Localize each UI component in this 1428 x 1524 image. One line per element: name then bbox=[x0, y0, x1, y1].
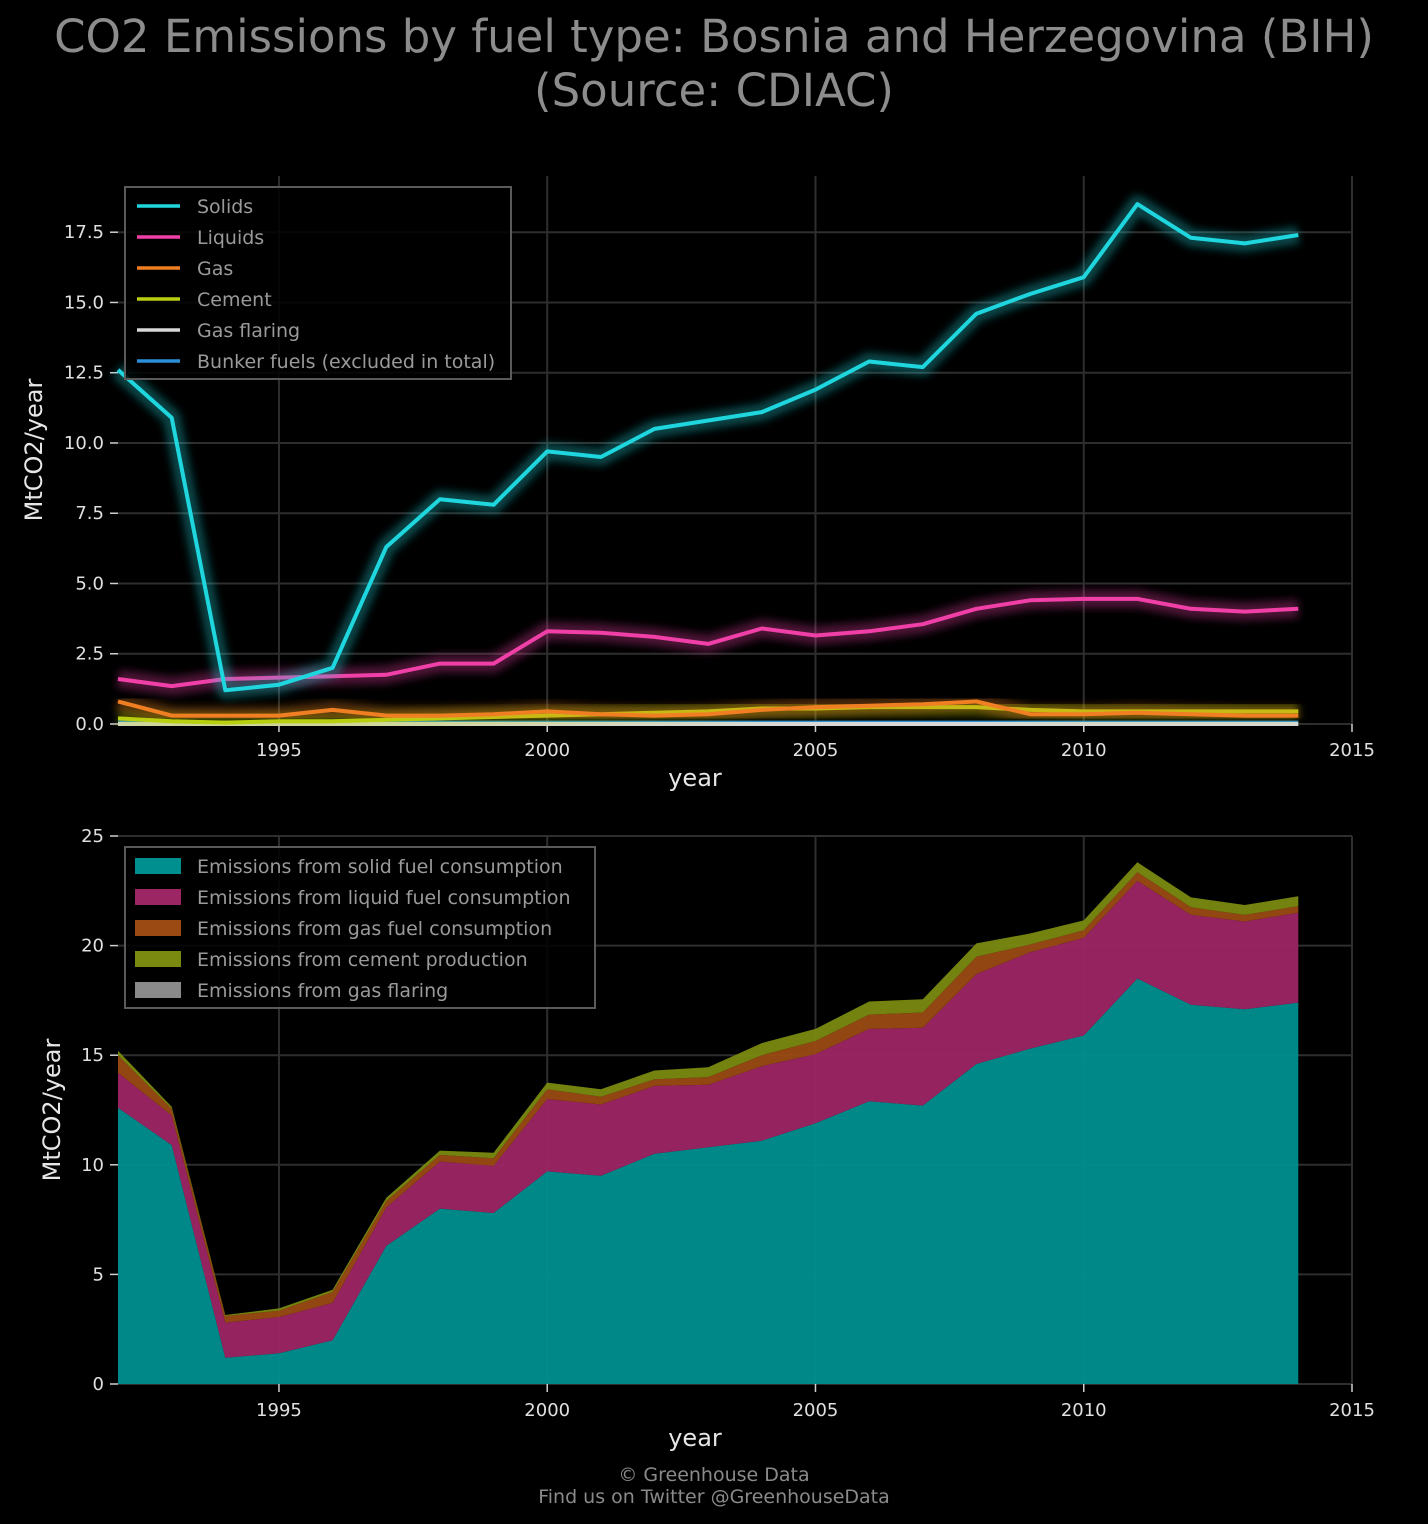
x-tick-label: 2015 bbox=[1329, 740, 1375, 761]
legend-swatch bbox=[135, 982, 181, 998]
y-tick-label: 0 bbox=[93, 1374, 104, 1395]
y-tick-label: 7.5 bbox=[75, 503, 104, 524]
legend-label: Gas flaring bbox=[197, 320, 300, 342]
y-tick-label: 0.0 bbox=[75, 714, 104, 735]
legend-swatch bbox=[135, 920, 181, 936]
legend: Solids Liquids Gas Cement Gas flaring Bunker … bbox=[124, 186, 512, 380]
x-tick-label: 1995 bbox=[256, 1400, 302, 1421]
series-line bbox=[117, 699, 1299, 718]
legend-swatch bbox=[135, 951, 181, 967]
x-tick-label: 2005 bbox=[793, 740, 839, 761]
legend: Emissions from solid fuel consumption Emi… bbox=[124, 846, 596, 1009]
footer-copyright: © Greenhouse Data bbox=[618, 1464, 810, 1486]
y-tick-label: 25 bbox=[81, 826, 104, 847]
x-tick-label: 2005 bbox=[793, 1400, 839, 1421]
x-axis-label: year bbox=[668, 1424, 722, 1452]
y-tick-label: 15.0 bbox=[64, 292, 104, 313]
footer-twitter: Find us on Twitter @GreenhouseData bbox=[538, 1486, 890, 1508]
y-tick-label: 15 bbox=[81, 1045, 104, 1066]
legend-label: Gas bbox=[197, 258, 233, 280]
stacked-area-chart-emissions: 1995 2000 2005 2010 2015 0 5 10 15 20 25 year MtCO2/… bbox=[38, 826, 1375, 1452]
x-tick-label: 2000 bbox=[524, 740, 570, 761]
chart-title: CO2 Emissions by fuel type: Bosnia and H… bbox=[0, 10, 1428, 118]
legend-swatch bbox=[135, 889, 181, 905]
x-tick-label: 2000 bbox=[524, 1400, 570, 1421]
chart-title-line-1: CO2 Emissions by fuel type: Bosnia and H… bbox=[54, 10, 1374, 63]
legend-label: Cement bbox=[197, 289, 272, 311]
series-line bbox=[116, 202, 1299, 693]
x-axis-label: year bbox=[668, 764, 722, 792]
x-tick-label: 2015 bbox=[1329, 1400, 1375, 1421]
line-chart-by-fuel-type: 1995 2000 2005 2010 2015 0.0 2.5 5.0 7.5 10.0 12.5… bbox=[20, 176, 1375, 792]
y-tick-label: 2.5 bbox=[75, 644, 104, 665]
y-tick-label: 10.0 bbox=[64, 433, 104, 454]
footer: © Greenhouse Data Find us on Twitter @Gr… bbox=[0, 1464, 1428, 1508]
y-tick-label: 17.5 bbox=[64, 222, 104, 243]
legend-swatch bbox=[135, 858, 181, 874]
legend-label: Bunker fuels (excluded in total) bbox=[197, 351, 495, 373]
legend-frame bbox=[124, 846, 596, 1009]
x-tick-label: 2010 bbox=[1061, 1400, 1107, 1421]
chart-title-line-2: (Source: CDIAC) bbox=[534, 64, 894, 117]
legend-label: Emissions from solid fuel consumption bbox=[197, 856, 563, 878]
legend-label: Liquids bbox=[197, 227, 264, 249]
legend-label: Emissions from gas fuel consumption bbox=[197, 918, 552, 940]
x-tick-label: 1995 bbox=[256, 740, 302, 761]
legend-label: Emissions from gas flaring bbox=[197, 980, 448, 1002]
y-axis-label: MtCO2/year bbox=[20, 379, 48, 522]
y-tick-label: 10 bbox=[81, 1155, 104, 1176]
legend-label: Solids bbox=[197, 196, 253, 218]
y-tick-label: 20 bbox=[81, 936, 104, 957]
legend-frame bbox=[124, 186, 512, 380]
y-tick-label: 5.0 bbox=[75, 573, 104, 594]
y-axis-label: MtCO2/year bbox=[38, 1039, 66, 1182]
legend-label: Emissions from cement production bbox=[197, 949, 528, 971]
area-band bbox=[118, 978, 1299, 1384]
area-band bbox=[118, 880, 1299, 1358]
legend-label: Emissions from liquid fuel consumption bbox=[197, 887, 571, 909]
x-tick-label: 2010 bbox=[1061, 740, 1107, 761]
y-tick-label: 12.5 bbox=[64, 363, 104, 384]
y-tick-label: 5 bbox=[93, 1264, 104, 1285]
